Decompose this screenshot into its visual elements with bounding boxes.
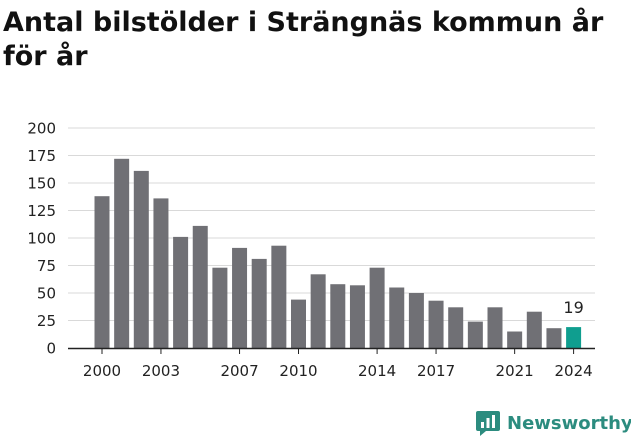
bar — [428, 300, 444, 348]
bar — [291, 299, 306, 348]
y-tick-label: 100 — [27, 230, 56, 248]
x-tick-label: 2021 — [496, 362, 534, 380]
y-tick-label: 150 — [27, 175, 56, 193]
bar — [114, 158, 130, 348]
bar — [526, 311, 542, 348]
x-tick-label: 2017 — [417, 362, 455, 380]
y-tick-label: 125 — [27, 202, 56, 220]
x-tick-label: 2010 — [279, 362, 317, 380]
bars — [94, 158, 582, 348]
bar — [173, 236, 189, 348]
newsworthy-logo-icon — [476, 411, 500, 436]
bar — [192, 225, 208, 348]
bar — [566, 327, 582, 348]
bar — [546, 328, 562, 348]
bar — [448, 307, 464, 348]
y-tick-label: 25 — [37, 312, 56, 330]
bar — [133, 170, 149, 348]
bar — [94, 196, 110, 348]
bar — [487, 307, 503, 348]
x-tick-label: 2007 — [220, 362, 258, 380]
bar — [251, 258, 267, 348]
y-tick-label: 0 — [46, 340, 56, 358]
y-tick-label: 175 — [27, 147, 56, 165]
bar — [330, 284, 346, 348]
bar — [389, 287, 405, 348]
brand-name: Newsworthy — [507, 412, 631, 434]
y-tick-label: 200 — [27, 120, 56, 138]
y-tick-label: 50 — [37, 285, 56, 303]
bar — [153, 198, 169, 348]
chart-title: Antal bilstölder i Strängnäs kommun år f… — [3, 7, 604, 72]
bar — [232, 247, 248, 348]
bar — [212, 267, 228, 348]
x-axis: 2000 2003 2007 2010 2014 2017 2021 2024 — [68, 347, 595, 380]
bar — [467, 321, 483, 348]
x-tick-label: 2000 — [83, 362, 121, 380]
bar — [310, 274, 326, 348]
bar — [408, 293, 424, 348]
x-tick-label: 2003 — [142, 362, 180, 380]
x-tick-label: 2024 — [555, 362, 593, 380]
x-tick-label: 2014 — [358, 362, 396, 380]
y-tick-label: 75 — [37, 257, 56, 275]
newsworthy-brand: Newsworthy — [475, 408, 631, 438]
bar — [271, 245, 287, 348]
bar — [507, 331, 523, 348]
data-labels: 19 — [563, 298, 583, 317]
y-axis: 0 25 50 75 100 125 150 175 200 — [27, 120, 56, 358]
bar — [349, 285, 365, 348]
bar — [369, 267, 385, 348]
data-label: 19 — [563, 298, 583, 317]
